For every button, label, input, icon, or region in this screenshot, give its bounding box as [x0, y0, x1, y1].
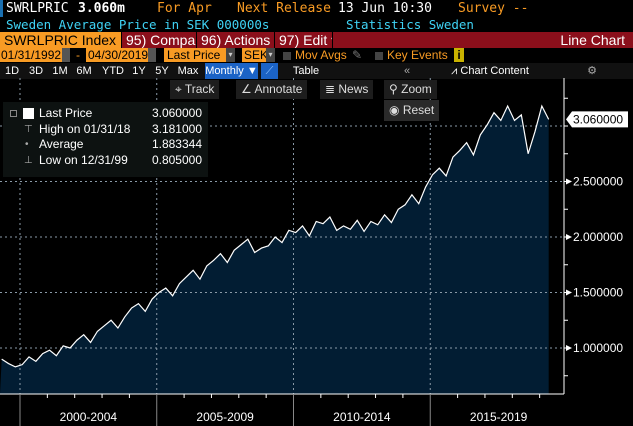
y-tick-label: 1.500000: [573, 286, 623, 300]
next-release-label: Next Release: [237, 1, 331, 16]
low-marker-icon: ⊥: [24, 154, 33, 166]
chevron-down-icon[interactable]: ▾: [226, 48, 235, 62]
series-swatch: [23, 108, 34, 119]
high-marker-icon: ⊤: [24, 123, 33, 135]
mov-avgs-checkbox[interactable]: [283, 52, 291, 60]
period: For Apr: [157, 1, 212, 16]
last-price-tag: [566, 111, 628, 128]
track-label: Track: [184, 82, 215, 96]
average-marker-icon: •: [25, 139, 29, 150]
period-1d[interactable]: 1D: [4, 65, 20, 77]
next-release: 13 Jun 10:30: [338, 1, 432, 16]
x-tick-label: 2015-2019: [470, 410, 528, 424]
annotate-button[interactable]: ∠ Annotate: [236, 80, 308, 99]
x-tick-label: 2000-2004: [60, 410, 118, 424]
legend-label: High on 01/31/18: [39, 121, 131, 136]
compare-button[interactable]: 95) Compare: [122, 32, 197, 48]
legend-label: Low on 12/31/99: [39, 152, 128, 167]
price: 3.060m: [78, 1, 125, 16]
y-tick-arrow: [566, 234, 572, 240]
actions-button[interactable]: 96) Actions ▾: [197, 32, 275, 48]
ticker: SWRLPRIC: [6, 1, 69, 16]
y-tick-arrow: [566, 289, 572, 296]
period-6m[interactable]: 6M: [76, 65, 92, 77]
period-bar: 1D 3D 1M 6M YTD 1Y 5Y Max Monthly ▼ ⟋ Ta…: [0, 63, 633, 79]
legend-value: 1.883344: [151, 137, 202, 151]
reset-label: Reset: [402, 103, 435, 117]
legend-label: Average: [39, 137, 84, 151]
frequency-select[interactable]: Monthly ▼: [205, 63, 258, 79]
chart-icon: ⩘: [451, 65, 461, 77]
gear-icon[interactable]: ⚙: [587, 65, 597, 77]
key-events-checkbox[interactable]: [375, 52, 383, 60]
legend-label: Last Price: [39, 106, 93, 120]
track-button[interactable]: ⌖ Track: [170, 80, 220, 99]
mov-avgs-label: Mov Avgs: [295, 48, 347, 62]
period-3d[interactable]: 3D: [28, 65, 44, 77]
legend-high: ⊤ High on 01/31/18 3.181000: [23, 122, 208, 138]
collapse-legend-icon[interactable]: [10, 110, 17, 117]
end-calendar-icon[interactable]: [148, 48, 156, 62]
survey: Survey --: [458, 1, 529, 16]
crosshair-icon: ⌖: [175, 82, 185, 96]
info-icon[interactable]: i: [454, 48, 464, 62]
edit-button[interactable]: 97) Edit ▾: [275, 32, 333, 48]
table-button[interactable]: Table: [292, 65, 320, 77]
period-1y[interactable]: 1Y: [132, 65, 146, 77]
chart-content-button[interactable]: ⩘ Chart Content: [440, 63, 540, 79]
y-tick-label: 1.000000: [573, 341, 623, 355]
period-5y[interactable]: 5Y: [155, 65, 169, 77]
end-date-input[interactable]: 04/30/2019: [86, 48, 148, 62]
y-tick-label: 2.500000: [573, 175, 623, 189]
period-1m[interactable]: 1M: [52, 65, 68, 77]
legend-last-price: Last Price 3.060000: [23, 106, 208, 122]
collapse-icon[interactable]: «: [403, 65, 411, 77]
period-ytd[interactable]: YTD: [102, 65, 124, 77]
legend: Last Price 3.060000 ⊤ High on 01/31/18 3.18…: [3, 102, 208, 177]
chart-type: Line Chart: [560, 32, 625, 48]
period-max[interactable]: Max: [177, 65, 199, 77]
y-tick-arrow: [566, 345, 572, 351]
toolbar: SWRLPRIC Index 95) Compare 96) Actions ▾…: [0, 32, 633, 48]
pencil-icon: ∠: [241, 82, 255, 96]
price-line: [1, 104, 550, 368]
start-date-input[interactable]: 01/31/1992: [0, 48, 62, 62]
x-tick-label: 2010-2014: [333, 410, 391, 424]
start-calendar-icon[interactable]: [62, 48, 70, 62]
chevron-down-icon[interactable]: ▾: [266, 48, 275, 62]
description: Sweden Average Price in SEK 000000s: [6, 17, 270, 32]
legend-value: 0.805000: [151, 152, 202, 167]
legend-average: • Average 1.883344: [23, 137, 208, 153]
focus-marker: [0, 0, 3, 17]
zoom-label: Zoom: [401, 82, 432, 96]
reset-button[interactable]: ◉ Reset: [384, 100, 440, 121]
news-button[interactable]: ≣ News: [320, 80, 374, 99]
magnifier-icon: ⚲: [389, 82, 402, 96]
y-tick-arrow: [566, 178, 572, 185]
source: Statistics Sweden: [346, 17, 474, 32]
legend-value: 3.181000: [151, 121, 202, 136]
last-price-label: 3.060000: [573, 112, 623, 126]
currency-select[interactable]: SEK: [242, 48, 269, 62]
security-field[interactable]: SWRLPRIC Index: [0, 32, 122, 48]
pencil-icon[interactable]: ✎: [352, 48, 363, 62]
price-chart[interactable]: 1.000000 1.500000 2.000000 2.500000 3.060000…: [0, 78, 633, 426]
chart-style-icon[interactable]: ⟋: [261, 63, 278, 79]
annotate-label: Annotate: [254, 82, 303, 96]
key-events-label: Key Events: [387, 48, 448, 62]
news-label: News: [338, 82, 369, 96]
x-tick-label: 2005-2009: [196, 410, 254, 424]
legend-value: 3.060000: [151, 106, 202, 120]
news-icon: ≣: [325, 82, 339, 96]
date-dash: -: [76, 48, 80, 62]
zoom-button[interactable]: ⚲ Zoom: [384, 80, 437, 99]
y-tick-label: 2.000000: [573, 230, 623, 244]
legend-low: ⊥ Low on 12/31/99 0.805000: [23, 153, 208, 169]
chart-content-label: Chart Content: [460, 65, 529, 77]
reset-icon: ◉: [389, 103, 403, 117]
field-select[interactable]: Last Price: [164, 48, 226, 62]
area-fill: [0, 106, 549, 394]
